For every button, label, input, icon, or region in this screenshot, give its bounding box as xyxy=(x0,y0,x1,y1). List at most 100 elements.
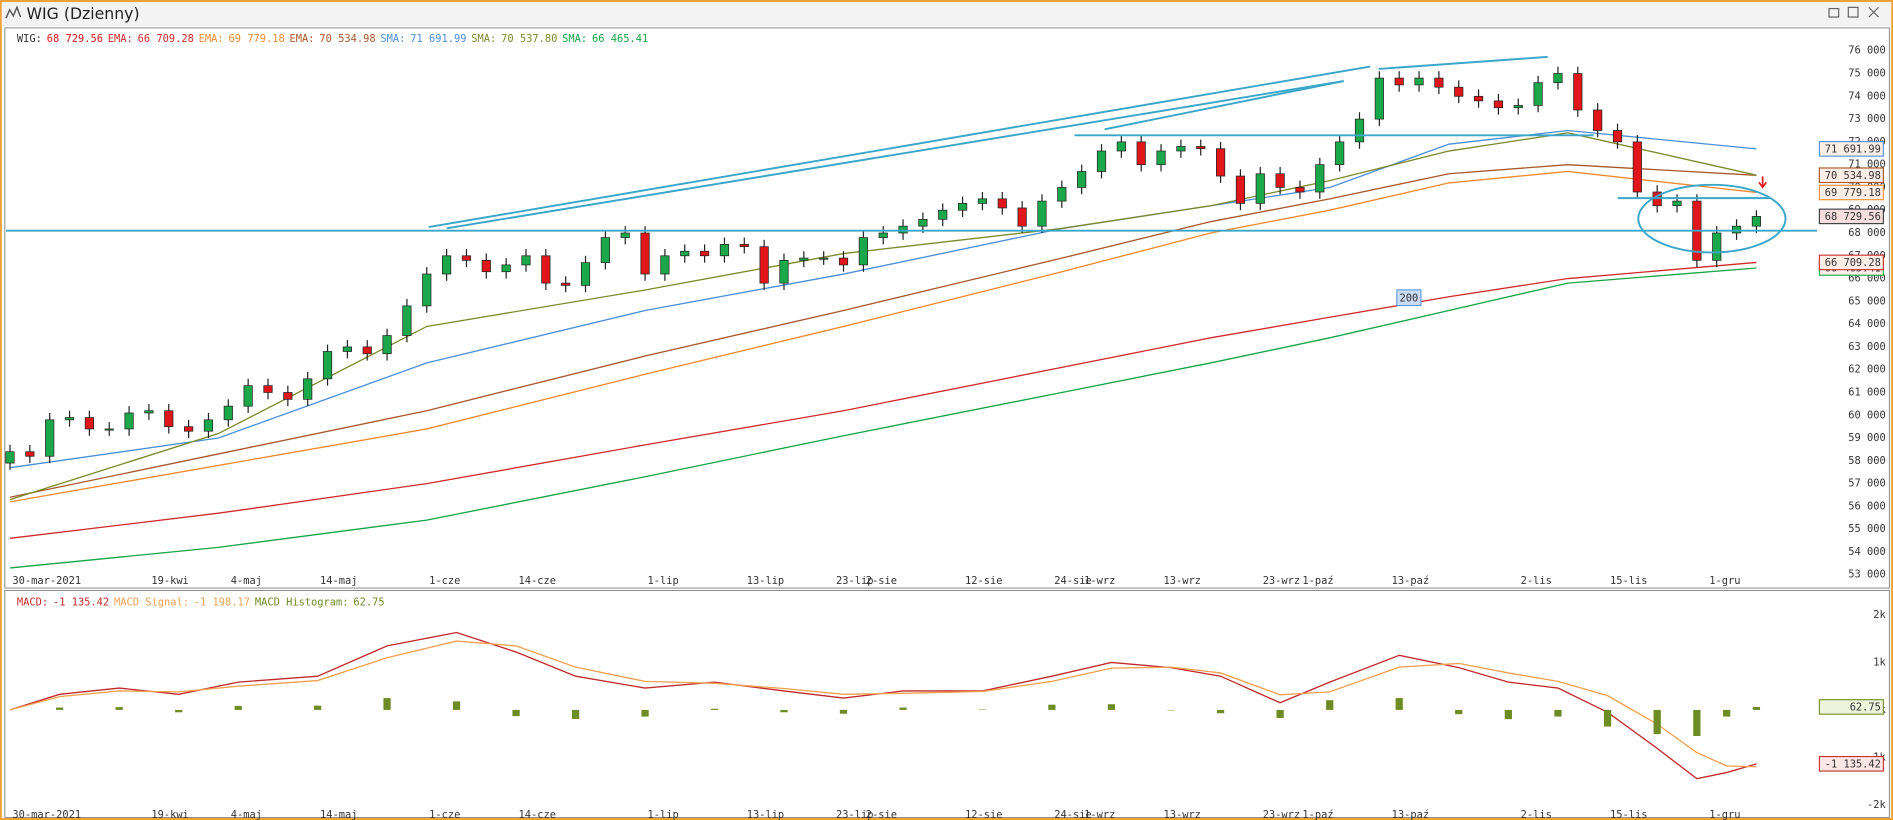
x-tick-label: 13-wrz xyxy=(1163,575,1200,587)
candle-body xyxy=(283,392,293,400)
histogram-bar xyxy=(571,709,580,719)
candle-body xyxy=(1295,187,1305,193)
histogram-bar xyxy=(641,709,649,717)
candle-body xyxy=(680,250,690,257)
candle-body xyxy=(1473,95,1484,102)
value-box xyxy=(1818,141,1884,157)
legend-value: 66 709.28 xyxy=(138,33,194,45)
y-tick-label: 65 000 xyxy=(1848,295,1885,307)
candle-body xyxy=(640,232,650,275)
histogram-bar xyxy=(175,709,183,713)
legend-name: MACD Histogram: xyxy=(255,597,349,609)
title-bar xyxy=(1,1,1892,27)
candle-body xyxy=(938,209,948,220)
candle-body xyxy=(1136,141,1146,166)
candle-body xyxy=(600,237,610,263)
candle-body xyxy=(243,385,253,407)
legend-value: -1 135.42 xyxy=(53,597,109,609)
value-box xyxy=(1818,254,1884,271)
trend-line xyxy=(1104,80,1344,131)
x-tick-label: 13-paź xyxy=(1392,809,1429,820)
x-tick-label: 4-maj xyxy=(231,809,262,820)
x-tick-label: 14-cze xyxy=(518,575,555,587)
candle-body xyxy=(739,244,749,248)
candle-body xyxy=(1493,100,1504,109)
candle-body xyxy=(104,428,114,431)
candle-body xyxy=(402,305,412,336)
legend-value: 62.75 xyxy=(353,597,384,609)
legend-name: SMA: xyxy=(471,33,496,45)
x-tick-label: 2-sie xyxy=(866,575,897,587)
y-tick-label: 63 000 xyxy=(1848,341,1885,353)
moving-average xyxy=(9,267,1757,569)
x-tick-label: 19-kwi xyxy=(151,809,188,820)
histogram-bar xyxy=(1216,709,1225,714)
trend-line xyxy=(1378,55,1548,70)
minimize-button[interactable] xyxy=(1828,7,1840,18)
candle-body xyxy=(1037,200,1047,227)
x-tick-label: 12-sie xyxy=(965,809,1002,820)
y-tick-label: 73 000 xyxy=(1848,113,1885,125)
candle-body xyxy=(501,264,511,273)
candle-body xyxy=(719,244,730,257)
candle-body xyxy=(1672,200,1682,207)
x-tick-label: 2-sie xyxy=(866,809,897,820)
histogram-bar xyxy=(313,705,322,710)
y-tick-label: 59 000 xyxy=(1848,432,1885,444)
legend-name: EMA: xyxy=(199,33,224,45)
value-box xyxy=(1818,208,1884,225)
histogram-bar xyxy=(115,707,123,710)
labels: 53 000 54 000 55 000 56 000 57 000 58 000 59 0… xyxy=(12,33,1886,820)
x-tick-label: 19-kwi xyxy=(151,575,188,587)
x-tick-label: 23-wrz xyxy=(1263,809,1300,820)
candle-body xyxy=(1731,225,1742,234)
candle-body xyxy=(303,378,313,400)
candle-body xyxy=(164,410,174,428)
histogram-bar xyxy=(899,707,907,710)
candle-body xyxy=(382,335,392,355)
x-tick-label: 2-lis xyxy=(1521,809,1552,820)
close-button[interactable] xyxy=(1868,6,1879,18)
restore-button[interactable] xyxy=(1847,6,1859,18)
arrow xyxy=(1758,176,1767,189)
x-tick-label: 24-sie xyxy=(1054,575,1091,587)
y-tick-label: 57 000 xyxy=(1848,478,1885,490)
candle-body xyxy=(5,451,15,464)
candle-body xyxy=(362,346,372,355)
y-tick-label: 68 000 xyxy=(1848,227,1885,239)
candle-body xyxy=(422,273,432,307)
x-tick-label: 4-maj xyxy=(231,575,262,587)
x-tick-label: 13-paź xyxy=(1392,575,1429,587)
x-tick-label: 13-lip xyxy=(747,809,784,820)
x-tick-label: 30-mar-2021 xyxy=(12,575,81,587)
trend-line xyxy=(428,65,1371,229)
legend-value: -1 198.17 xyxy=(194,597,250,609)
histogram-bar xyxy=(1723,709,1731,717)
y-tick-label: 2k xyxy=(1873,609,1886,621)
moving-average xyxy=(9,261,1757,539)
histogram-bar xyxy=(839,709,848,714)
value-box-label: 69 779.18 xyxy=(1825,187,1881,199)
legend-name: WIG: xyxy=(17,33,42,45)
drawings: 200 xyxy=(6,55,1817,307)
window-buttons[interactable] xyxy=(1828,6,1879,18)
candle-body xyxy=(799,257,809,261)
y-tick-label: 76 000 xyxy=(1848,45,1885,57)
value-box xyxy=(1818,756,1884,772)
candle-body xyxy=(1176,146,1186,152)
ellipse xyxy=(1637,183,1787,254)
y-tick-label: 54 000 xyxy=(1848,546,1885,558)
x-tick-label: 14-maj xyxy=(320,575,357,587)
value-box-label: 66 709.28 xyxy=(1825,257,1881,269)
y-tick-label: 56 000 xyxy=(1848,500,1885,512)
histogram-bar xyxy=(780,709,788,713)
x-tick-label: 1-cze xyxy=(429,575,460,587)
x-tick-label: 14-cze xyxy=(518,809,555,820)
x-tick-label: 15-lis xyxy=(1610,575,1647,587)
candle-body xyxy=(184,426,194,432)
candle-body xyxy=(898,225,908,234)
histogram-bar xyxy=(1504,709,1512,720)
legend-name: EMA: xyxy=(108,33,133,45)
candle-body xyxy=(1235,175,1246,204)
